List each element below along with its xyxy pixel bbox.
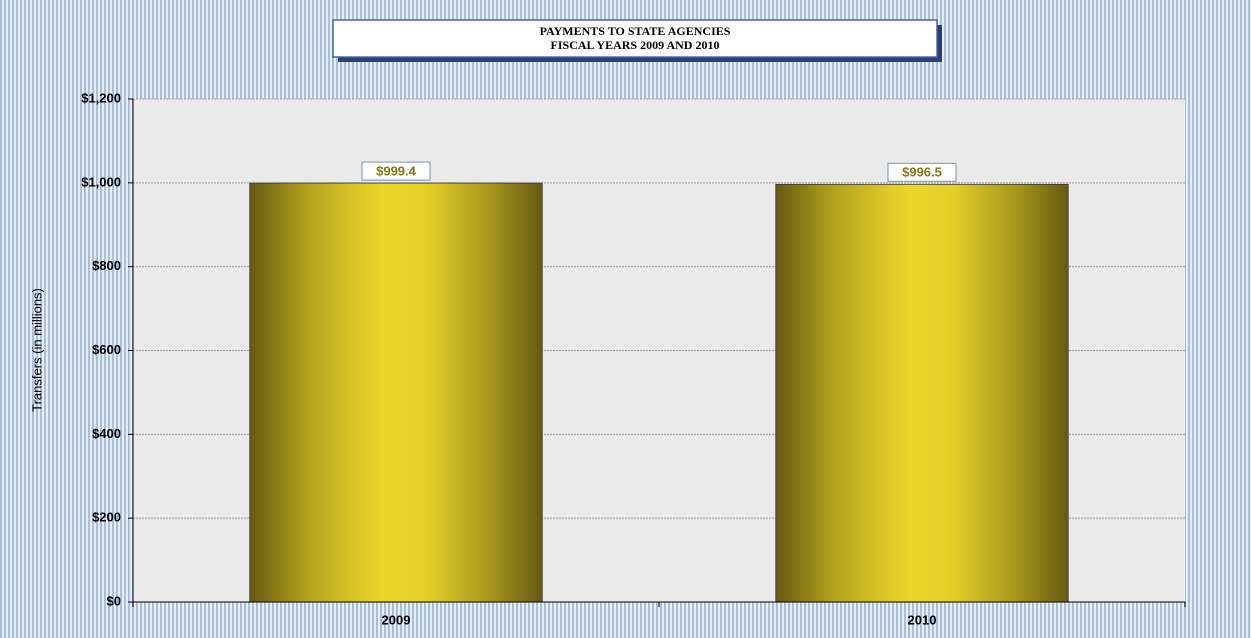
bar	[775, 183, 1069, 603]
y-tick-label: $200	[92, 510, 121, 525]
y-axis-label: Transfers (in millions)	[29, 288, 44, 412]
value-label: $996.5	[902, 165, 942, 180]
chart-subtitle: FISCAL YEARS 2009 AND 2010	[551, 38, 720, 52]
y-tick-label: $1,200	[81, 90, 121, 105]
x-tick-label: 2010	[908, 612, 937, 627]
chart-title: PAYMENTS TO STATE AGENCIES	[540, 24, 731, 38]
y-tick-label: $600	[92, 342, 121, 357]
bar	[249, 182, 543, 603]
y-tick-label: $0	[107, 593, 121, 608]
y-tick-label: $400	[92, 426, 121, 441]
value-label-box	[361, 161, 431, 181]
value-label: $999.4	[376, 164, 417, 179]
y-tick-label: $1,000	[81, 174, 121, 189]
title-box	[332, 19, 938, 58]
y-tick-label: $800	[92, 258, 121, 273]
x-tick-label: 2009	[382, 612, 411, 627]
value-label-box	[887, 162, 957, 182]
